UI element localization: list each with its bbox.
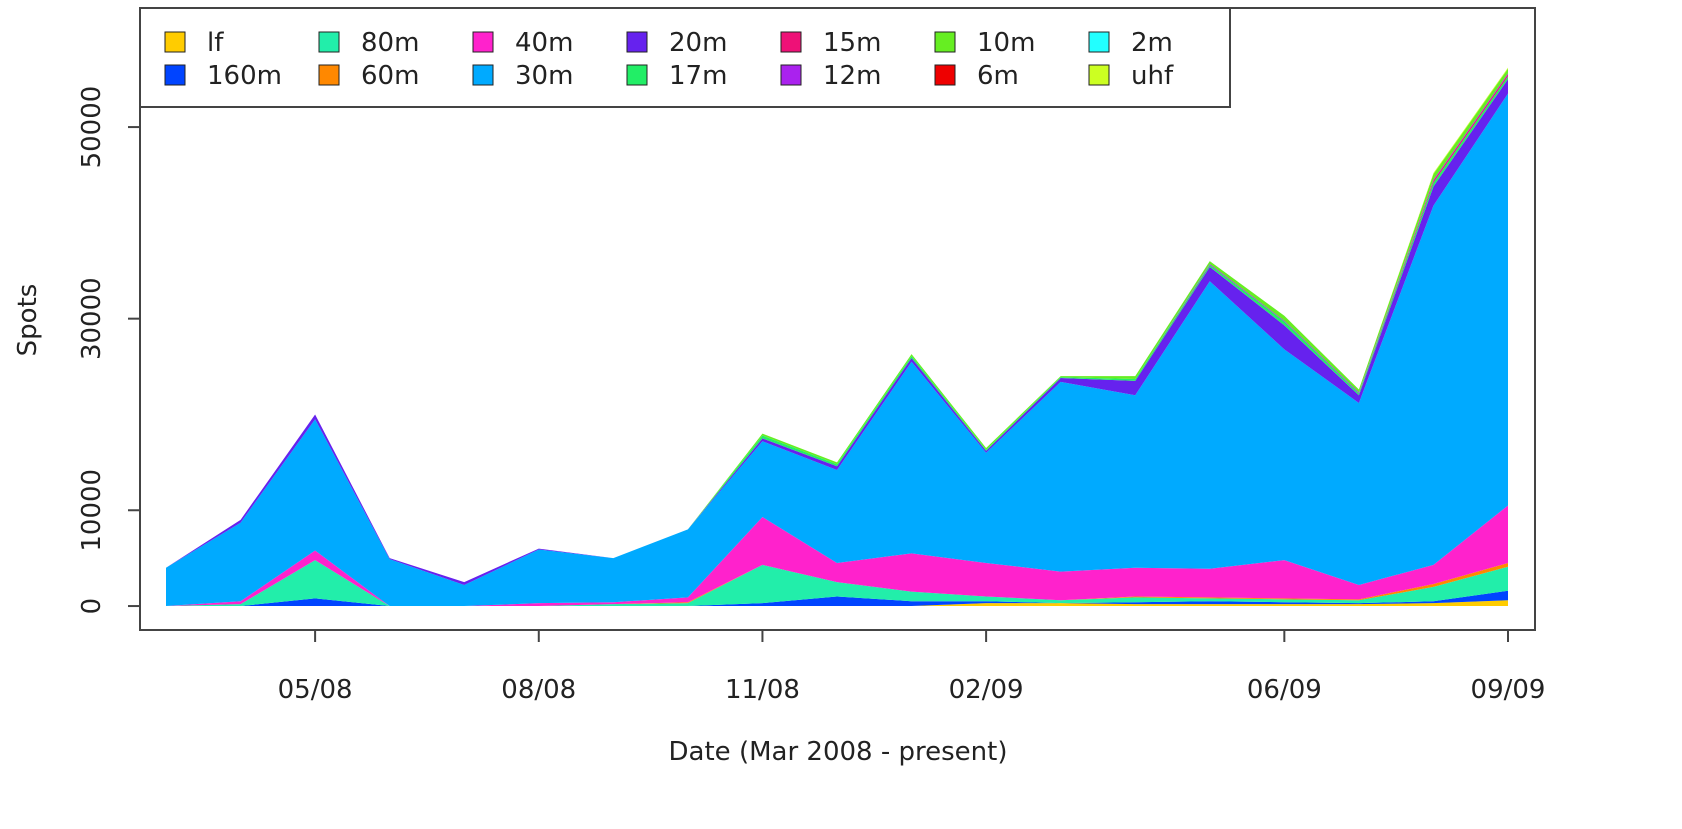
legend-label: uhf	[1131, 61, 1174, 91]
legend-swatch	[934, 31, 956, 53]
area	[166, 505, 1508, 607]
legend-label: 12m	[823, 61, 881, 91]
x-tick-label: 06/09	[1247, 675, 1322, 705]
y-tick-label: 50000	[77, 86, 107, 169]
legend-label: lf	[207, 28, 224, 58]
legend-swatch	[164, 31, 186, 53]
legend-label: 15m	[823, 28, 881, 58]
legend-label: 80m	[361, 28, 419, 58]
legend-label: 2m	[1131, 28, 1173, 58]
legend-swatch	[626, 64, 648, 86]
x-tick-label: 02/09	[949, 675, 1024, 705]
area	[166, 600, 1508, 607]
legend-label: 10m	[977, 28, 1035, 58]
x-tick-label: 11/08	[725, 675, 800, 705]
legend-box	[139, 7, 1231, 108]
area	[166, 93, 1508, 607]
legend-swatch	[626, 31, 648, 53]
x-tick-label: 09/09	[1471, 675, 1546, 705]
x-axis-title: Date (Mar 2008 - present)	[669, 737, 1008, 767]
legend-swatch	[934, 64, 956, 86]
y-axis-title: Spots	[13, 284, 43, 357]
legend-swatch	[1088, 31, 1110, 53]
area	[166, 590, 1508, 607]
legend-swatch	[472, 64, 494, 86]
legend-label: 60m	[361, 61, 419, 91]
legend-swatch	[780, 64, 802, 86]
legend-swatch	[164, 64, 186, 86]
legend-label: 30m	[515, 61, 573, 91]
x-tick-label: 05/08	[278, 675, 353, 705]
legend-swatch	[1088, 64, 1110, 86]
legend-swatch	[780, 31, 802, 53]
area	[166, 560, 1508, 607]
legend-label: 17m	[669, 61, 727, 91]
legend-swatch	[472, 31, 494, 53]
legend-label: 6m	[977, 61, 1019, 91]
legend-label: 20m	[669, 28, 727, 58]
y-tick-label: 0	[77, 598, 107, 615]
y-tick-label: 30000	[77, 277, 107, 360]
x-tick-label: 08/08	[501, 675, 576, 705]
legend-swatch	[318, 31, 340, 53]
legend-label: 40m	[515, 28, 573, 58]
legend-label: 160m	[207, 61, 282, 91]
legend-swatch	[318, 64, 340, 86]
y-tick-label: 10000	[77, 469, 107, 552]
